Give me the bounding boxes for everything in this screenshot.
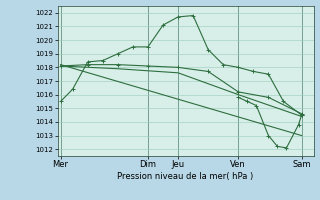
X-axis label: Pression niveau de la mer( hPa ): Pression niveau de la mer( hPa ) — [117, 172, 254, 181]
